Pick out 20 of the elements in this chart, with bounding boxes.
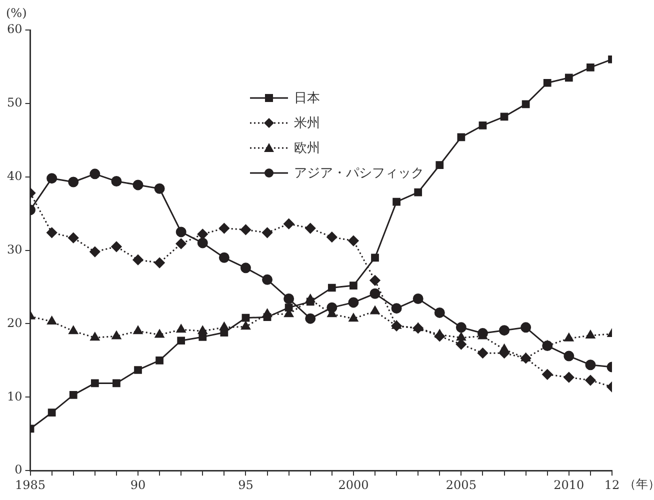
x-tick-label: 2000 [338, 478, 369, 492]
x-axis-title: （年） [624, 476, 654, 493]
x-tick-label: 2010 [554, 478, 584, 492]
x-tick-label: 1985 [14, 478, 46, 492]
y-tick-label: 40 [6, 168, 22, 183]
x-tick-label: 2005 [446, 478, 476, 492]
legend-label: 日本 [294, 90, 320, 106]
x-tick-label: 95 [238, 478, 254, 492]
y-axis-title: (%) [6, 6, 27, 20]
y-tick-label: 50 [6, 96, 22, 110]
legend-label: 米州 [294, 114, 320, 132]
y-tick-label: 30 [6, 242, 22, 256]
y-tick-label: 10 [6, 389, 22, 404]
x-tick-label: 12 [604, 478, 620, 492]
x-tick-label: 90 [130, 478, 146, 492]
y-tick-label: 60 [6, 22, 22, 36]
legend-label: 欧州 [294, 140, 320, 156]
y-tick-label: 0 [14, 462, 22, 477]
y-tick-label: 20 [6, 316, 22, 330]
legend-label: アジア・パシフィック [294, 164, 424, 182]
